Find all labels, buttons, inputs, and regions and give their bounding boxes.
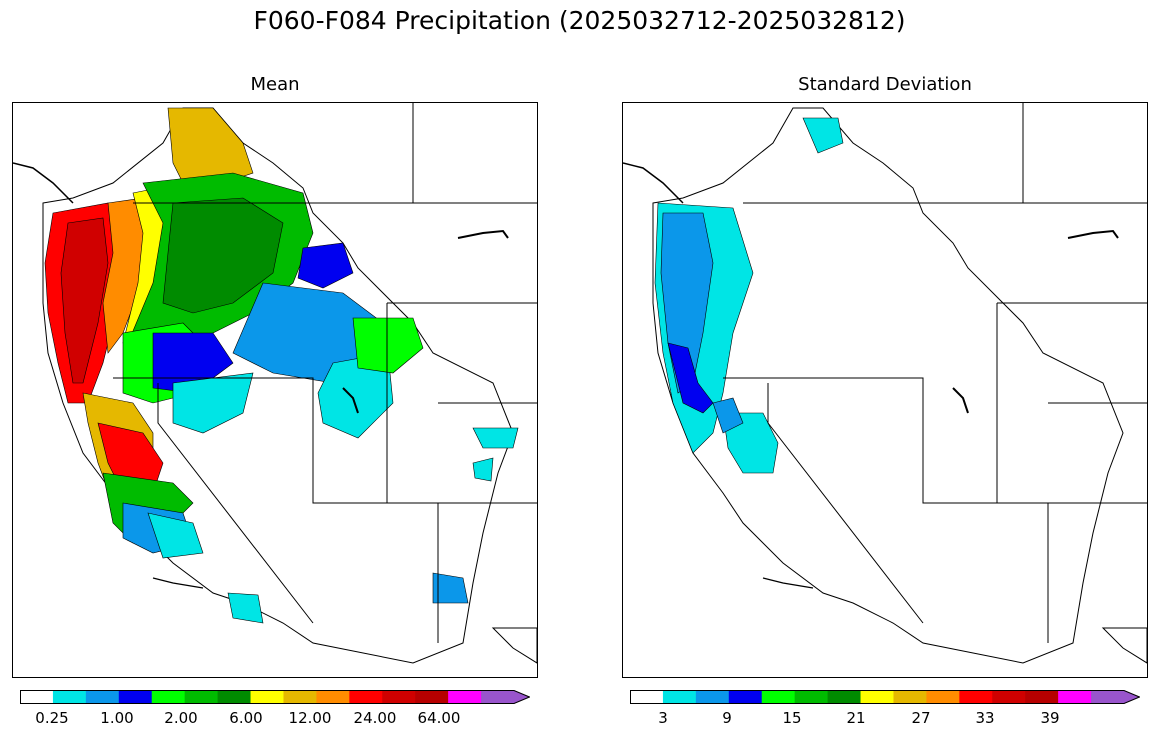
mean-cbar-label: 24.00 xyxy=(353,709,397,727)
mean-color-segment xyxy=(481,690,530,704)
stddev-map-svg xyxy=(623,103,1147,677)
stddev-panel-title: Standard Deviation xyxy=(798,74,972,95)
mean-color-segment xyxy=(316,690,350,704)
stddev-color-segment xyxy=(728,690,763,704)
mean-cbar-label: 0.25 xyxy=(35,709,69,727)
mean-cbar-label: 1.00 xyxy=(100,709,134,727)
stddev-cbar-label: 3 xyxy=(658,709,668,727)
stddev-color-segment xyxy=(662,690,697,704)
mean-color-segment xyxy=(415,690,449,704)
mean-colorbar xyxy=(20,689,531,704)
stddev-cbar-label: 9 xyxy=(722,709,732,727)
stddev-color-segment xyxy=(959,690,993,704)
mean-color-segment xyxy=(448,690,482,704)
stddev-color-segment xyxy=(893,690,927,704)
stddev-cbar-label: 33 xyxy=(975,709,995,727)
mean-color-segment xyxy=(20,690,54,704)
mean-panel-title: Mean xyxy=(250,74,300,95)
mean-color-segment xyxy=(217,690,252,704)
stddev-color-segment xyxy=(827,690,862,704)
stddev-cbar-label: 27 xyxy=(911,709,931,727)
mean-colorbar-svg xyxy=(20,690,531,704)
stddev-color-segment xyxy=(1025,690,1059,704)
stddev-color-segment xyxy=(926,690,960,704)
mean-cbar-label: 2.00 xyxy=(164,709,198,727)
mean-color-segment xyxy=(382,690,416,704)
stddev-color-segment xyxy=(1091,690,1140,704)
stddev-map xyxy=(622,102,1148,678)
mean-color-segment xyxy=(52,690,87,704)
mean-map xyxy=(12,102,538,678)
stddev-color-segment xyxy=(794,690,829,704)
mean-colorbar-outline xyxy=(20,690,531,704)
stddev-cbar-label: 15 xyxy=(782,709,802,727)
mean-color-segment xyxy=(283,690,317,704)
mean-color-segment xyxy=(250,690,284,704)
stddev-color-segment xyxy=(992,690,1026,704)
mean-color-segment xyxy=(184,690,219,704)
mean-cbar-label: 12.00 xyxy=(288,709,332,727)
stddev-colorbar-labels: 3 9 15 21 27 33 39 xyxy=(630,709,1140,729)
mean-colorbar-labels: 0.25 1.00 2.00 6.00 12.00 24.00 64.00 xyxy=(20,709,530,729)
stddev-color-segment xyxy=(695,690,730,704)
stddev-colorbar xyxy=(630,689,1141,704)
stddev-color-segment xyxy=(761,690,796,704)
stddev-color-segment xyxy=(860,690,894,704)
stddev-color-segment xyxy=(1058,690,1092,704)
figure-title: F060-F084 Precipitation (2025032712-2025… xyxy=(253,6,906,35)
mean-cbar-label: 64.00 xyxy=(417,709,461,727)
stddev-color-segment xyxy=(630,690,664,704)
stddev-colorbar-svg xyxy=(630,690,1141,704)
mean-color-segment xyxy=(118,690,153,704)
stddev-colorbar-outline xyxy=(630,690,1141,704)
stddev-cbar-label: 39 xyxy=(1040,709,1060,727)
mean-cbar-label: 6.00 xyxy=(229,709,263,727)
mean-color-segment xyxy=(349,690,383,704)
mean-color-segment xyxy=(85,690,120,704)
mean-color-segment xyxy=(151,690,186,704)
stddev-cbar-label: 21 xyxy=(846,709,866,727)
mean-map-svg xyxy=(13,103,537,677)
